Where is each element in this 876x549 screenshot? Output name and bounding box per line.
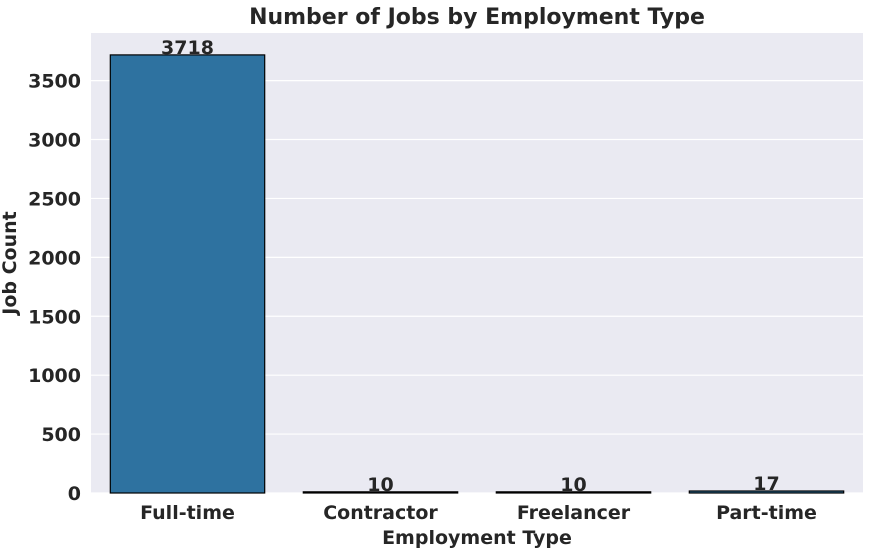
bars [109,54,845,494]
data-label: 10 [560,474,586,496]
x-axis-label: Employment Type [382,527,572,549]
y-tick-label: 3000 [28,130,81,152]
data-label: 17 [753,473,779,495]
bar-part-time [688,490,845,494]
data-label: 10 [367,474,393,496]
y-axis-ticks: 0 500 1000 1500 2000 2500 3000 3500 [28,71,81,505]
x-tick-label: Full-time [140,502,235,524]
data-labels: 3718 10 10 17 [161,37,780,496]
y-axis-label: Job Count [0,211,21,316]
y-tick-label: 3500 [28,71,81,93]
y-tick-label: 1500 [28,306,81,328]
bar-contractor [302,491,459,494]
y-tick-label: 2500 [28,188,81,210]
chart-title: Number of Jobs by Employment Type [249,5,705,30]
x-tick-label: Freelancer [517,502,631,524]
data-label: 3718 [161,37,214,59]
bar-full-time [109,54,266,494]
x-tick-label: Contractor [323,502,438,524]
y-tick-label: 2000 [28,247,81,269]
y-tick-label: 0 [68,483,81,505]
y-tick-label: 1000 [28,365,81,387]
x-axis-ticks: Full-time Contractor Freelancer Part-time [140,502,817,524]
x-tick-label: Part-time [716,502,817,524]
y-tick-label: 500 [41,424,81,446]
bar-freelancer [495,491,652,494]
